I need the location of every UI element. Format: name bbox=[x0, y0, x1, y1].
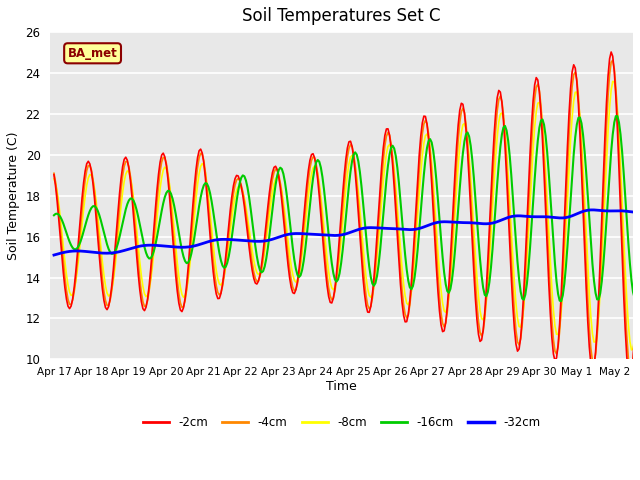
Text: BA_met: BA_met bbox=[68, 47, 118, 60]
Title: Soil Temperatures Set C: Soil Temperatures Set C bbox=[243, 7, 441, 25]
Y-axis label: Soil Temperature (C): Soil Temperature (C) bbox=[7, 132, 20, 260]
Legend: -2cm, -4cm, -8cm, -16cm, -32cm: -2cm, -4cm, -8cm, -16cm, -32cm bbox=[138, 411, 545, 433]
X-axis label: Time: Time bbox=[326, 380, 357, 393]
